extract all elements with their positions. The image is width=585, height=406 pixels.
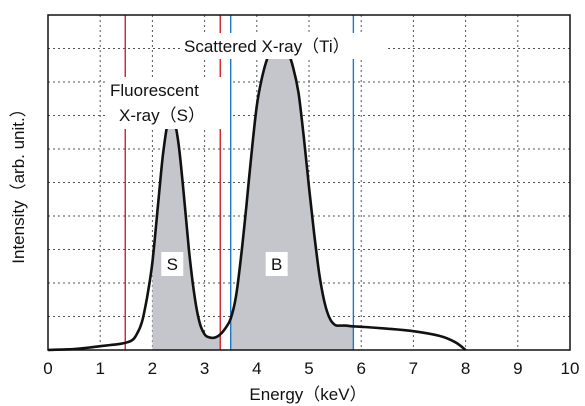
x-tick-label: 7: [409, 359, 418, 378]
fluorescent-label-background: [105, 77, 230, 129]
region-label-background: [161, 252, 184, 276]
x-axis-title: Energy（keV）: [249, 385, 366, 404]
scattered-annotation: Scattered X-ray（Ti）: [184, 37, 350, 56]
x-tick-label: 9: [513, 359, 522, 378]
x-tick-label: 4: [252, 359, 261, 378]
x-tick-label: 6: [356, 359, 365, 378]
fluorescent-annotation-line2: X-ray（S）: [119, 106, 205, 125]
fluorescent-annotation-line1: Fluorescent: [110, 81, 199, 100]
scattered-label-background: [180, 33, 386, 59]
x-tick-labels: 0 1 2 3 4 5 6 7 8 9 10: [43, 359, 579, 378]
spectrum-curve: [47, 44, 467, 352]
energy-markers: [124, 15, 355, 350]
region-label-background: [265, 252, 288, 276]
shaded-region-b: [230, 45, 354, 350]
x-tick-label: 2: [148, 359, 157, 378]
x-tick-label: 1: [95, 359, 104, 378]
x-tick-label: 10: [561, 359, 580, 378]
region-label-s: S: [167, 255, 178, 274]
x-tick-label: 5: [304, 359, 313, 378]
region-label-b: B: [271, 255, 282, 274]
y-axis-title: Intensity（arb. unit.）: [9, 100, 28, 263]
plot-frame: [47, 14, 571, 351]
x-tick-label: 0: [43, 359, 52, 378]
x-tick-label: 3: [200, 359, 209, 378]
x-tick-label: 8: [461, 359, 470, 378]
